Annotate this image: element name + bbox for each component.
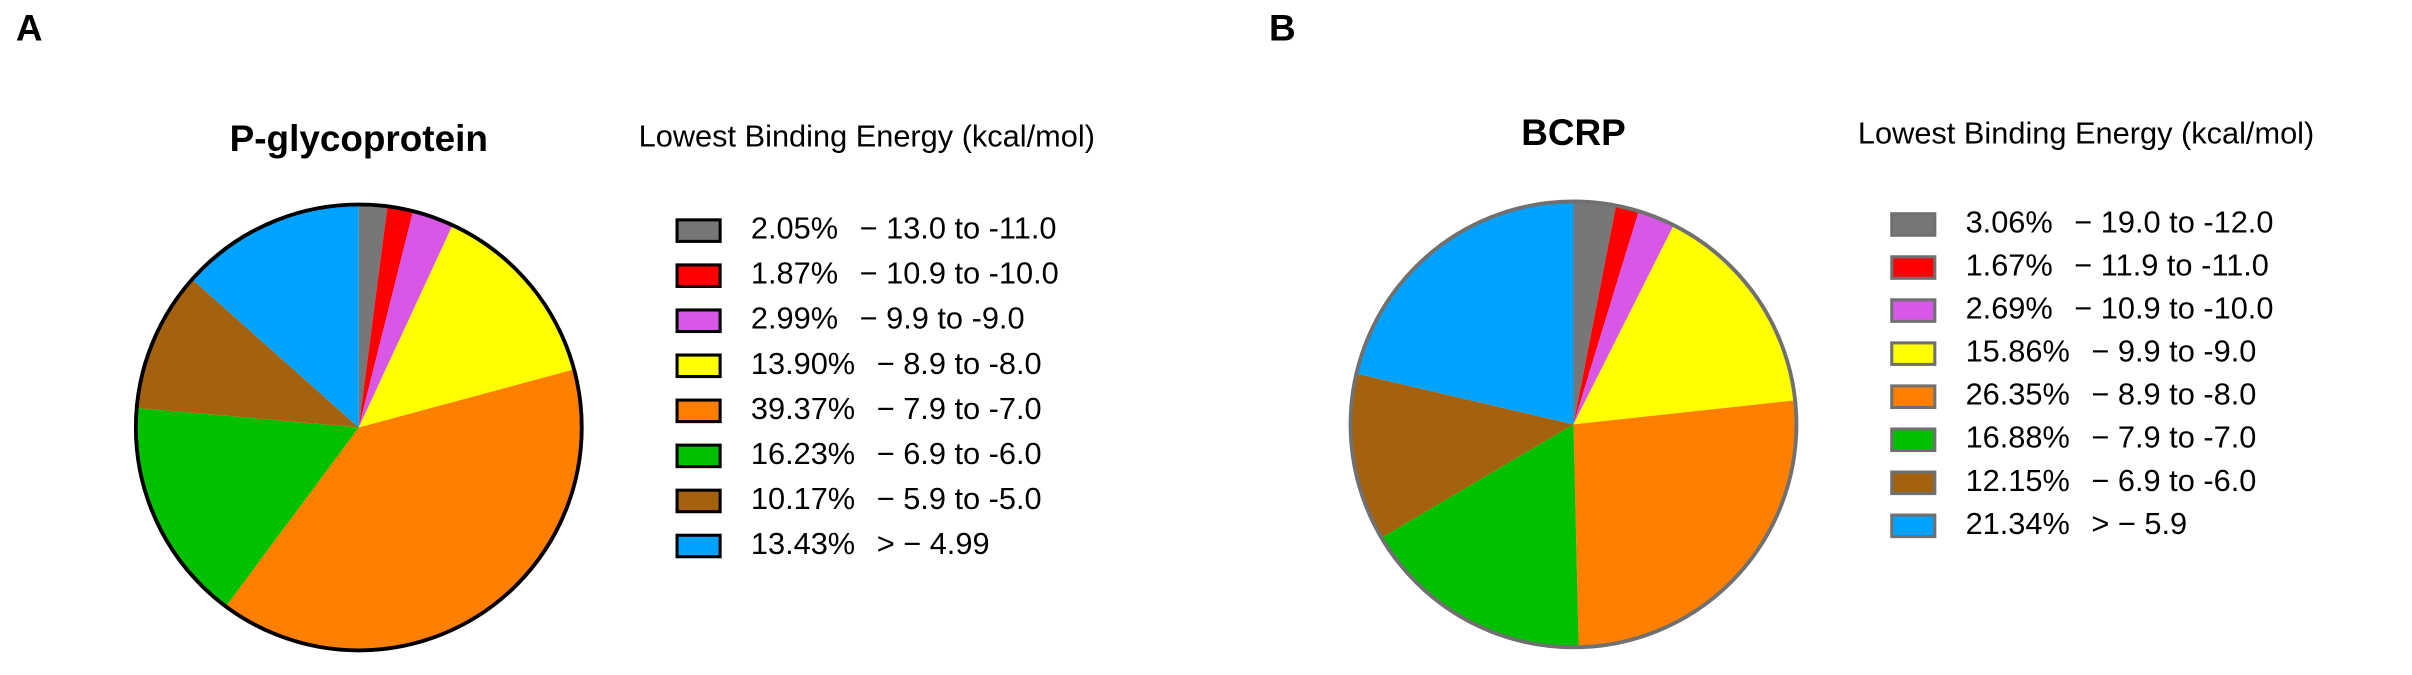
legend-swatch: [1890, 470, 1937, 496]
legend-swatch: [675, 533, 722, 559]
legend-category: − 19.0 to -12.0: [2074, 205, 2273, 240]
legend-entry: 10.17% − 5.9 to -5.0: [751, 481, 1042, 516]
legend-value: 10.17%: [751, 481, 855, 516]
legend-entry: 39.37% − 7.9 to -7.0: [751, 391, 1042, 426]
legend-value: 1.87%: [751, 256, 838, 291]
legend-swatch: [1890, 212, 1937, 237]
legend-swatch: [1890, 341, 1937, 366]
legend-entry: 2.69% − 10.9 to -10.0: [1966, 291, 2274, 326]
legend-entry: 13.90% − 8.9 to -8.0: [751, 346, 1042, 381]
pie-slice: [1573, 205, 1639, 425]
legend-value: 2.05%: [751, 211, 838, 246]
panel-label: A: [16, 8, 43, 49]
legend-category: − 11.9 to -11.0: [2074, 248, 2269, 283]
pie-slice: [358, 206, 414, 428]
legend-entry: 26.35% − 8.9 to -8.0: [1966, 377, 2257, 412]
legend-swatch: [675, 218, 722, 243]
legend-category: − 10.9 to -10.0: [2074, 291, 2273, 326]
pie-slice: [358, 204, 388, 428]
legend-value: 13.90%: [751, 346, 855, 381]
legend-value: 1.67%: [1966, 248, 2053, 283]
legend-value: 16.88%: [1966, 420, 2070, 455]
legend-entry: 12.15% − 6.9 to -6.0: [1966, 463, 2257, 498]
legend-category: − 6.9 to -6.0: [2091, 463, 2256, 498]
legend-value: 15.86%: [1966, 334, 2070, 369]
legend-value: 12.15%: [1966, 463, 2070, 498]
legend-value: 26.35%: [1966, 377, 2070, 412]
pie-slice: [1350, 373, 1574, 538]
legend-swatch: [675, 308, 722, 334]
legend-category: − 8.9 to -8.0: [2091, 377, 2256, 412]
legend-category: − 7.9 to -7.0: [877, 391, 1042, 426]
legend-title: Lowest Binding Energy (kcal/mol): [1858, 115, 2314, 150]
legend-category: − 9.9 to -9.0: [2091, 334, 2256, 369]
legend-value: 39.37%: [751, 391, 855, 426]
legend-swatch: [675, 488, 722, 514]
legend-swatch: [675, 263, 722, 288]
legend-swatch: [1890, 298, 1937, 323]
legend-category: − 10.9 to -10.0: [860, 256, 1059, 291]
legend-swatch: [1890, 427, 1937, 453]
legend-swatch: [675, 398, 722, 424]
legend-entry: 1.67% − 11.9 to -11.0: [1966, 248, 2269, 283]
pie-slice: [135, 407, 359, 607]
legend-entry: 3.06% − 19.0 to -12.0: [1966, 205, 2274, 240]
pie-slice: [192, 204, 359, 428]
legend-value: 16.23%: [751, 436, 855, 471]
pie-slice: [1356, 201, 1574, 425]
legend-value: 2.99%: [751, 301, 838, 336]
legend-category: > − 4.99: [877, 526, 990, 561]
legend-swatch: [1890, 255, 1937, 280]
legend-entry: 16.88% − 7.9 to -7.0: [1966, 420, 2257, 455]
pie-outline: [133, 202, 584, 653]
legend-entry: 2.05% − 13.0 to -11.0: [751, 211, 1057, 246]
pie-slice: [136, 279, 359, 428]
legend-value: 21.34%: [1966, 506, 2070, 541]
legend-swatch: [1890, 513, 1937, 539]
pie-slice: [1573, 400, 1797, 648]
legend-swatch: [1890, 384, 1937, 409]
legend-entry: 15.86% − 9.9 to -9.0: [1966, 334, 2257, 369]
legend-value: 13.43%: [751, 526, 855, 561]
legend-entry: 2.99% − 9.9 to -9.0: [751, 301, 1025, 336]
legend-swatch: [675, 443, 722, 469]
legend-category: − 13.0 to -11.0: [860, 211, 1057, 246]
pie-slice: [1381, 424, 1579, 648]
chart-title: P-glycoprotein: [230, 118, 488, 159]
pie-slice: [225, 369, 582, 651]
legend-category: − 7.9 to -7.0: [2091, 420, 2256, 455]
pie-outline: [1348, 199, 1799, 650]
panel-label: B: [1269, 8, 1296, 49]
legend-entry: 13.43% > − 4.99: [751, 526, 990, 561]
legend-value: 3.06%: [1966, 205, 2053, 240]
legend-category: − 9.9 to -9.0: [860, 301, 1025, 336]
pie-slice: [1573, 211, 1674, 425]
legend-category: − 5.9 to -5.0: [877, 481, 1042, 516]
legend-value: 2.69%: [1966, 291, 2053, 326]
legend-category: > − 5.9: [2091, 506, 2187, 541]
pie-slice: [1573, 201, 1617, 425]
pie-slice: [1573, 225, 1796, 425]
chart-title: BCRP: [1521, 112, 1626, 153]
legend-category: − 8.9 to -8.0: [877, 346, 1042, 381]
pie-slice: [358, 211, 453, 428]
legend-entry: 16.23% − 6.9 to -6.0: [751, 436, 1042, 471]
legend-title: Lowest Binding Energy (kcal/mol): [639, 119, 1095, 154]
legend-entry: 1.87% − 10.9 to -10.0: [751, 256, 1059, 291]
legend-swatch: [675, 353, 722, 379]
legend-entry: 21.34% > − 5.9: [1966, 506, 2188, 541]
legend-category: − 6.9 to -6.0: [877, 436, 1042, 471]
